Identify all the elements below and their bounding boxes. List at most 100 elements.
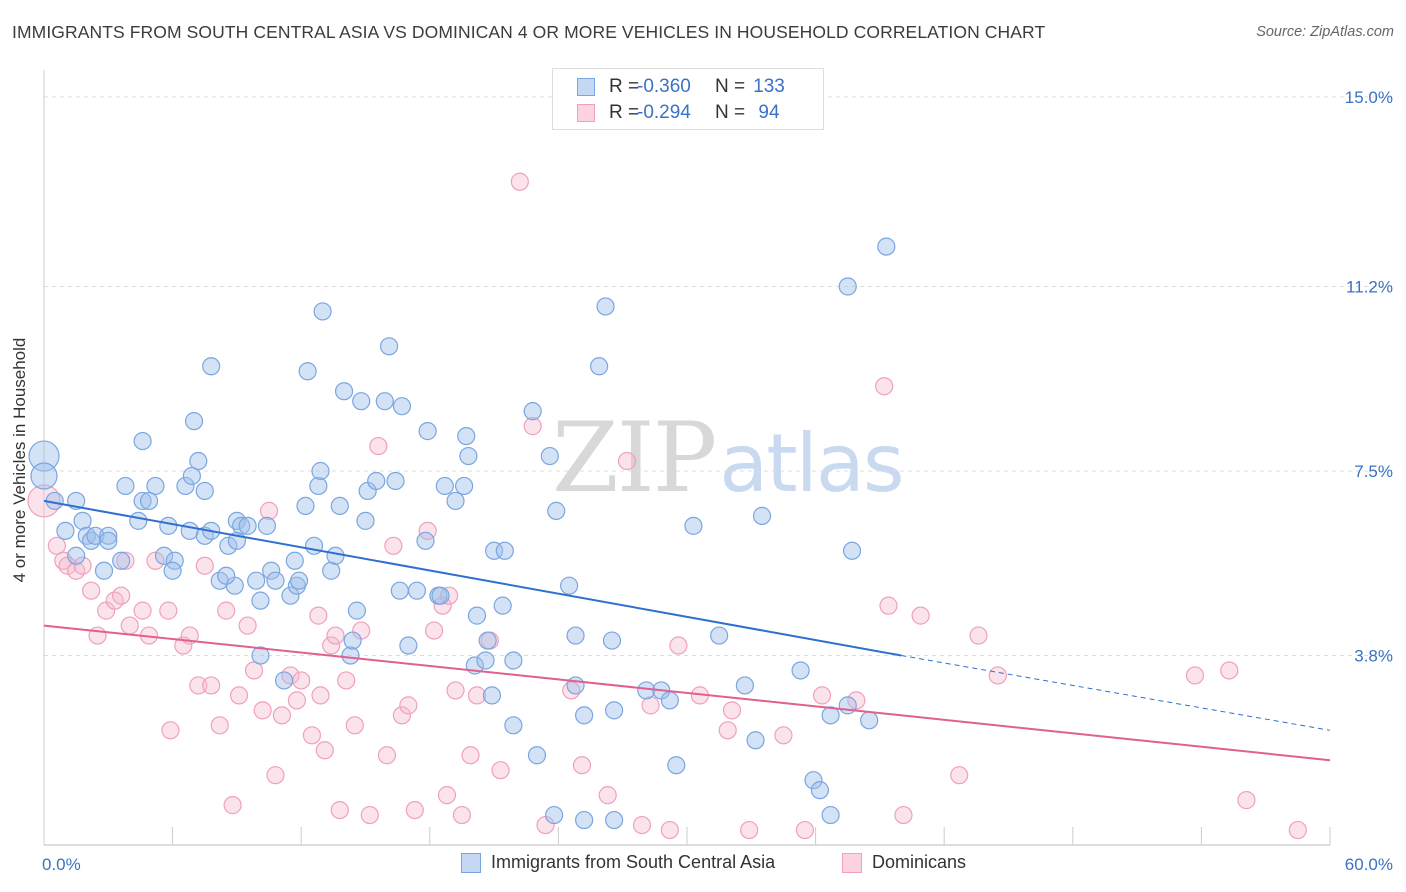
data-point-dominicans	[1185, 666, 1205, 685]
data-point-south-central-asia	[566, 626, 585, 645]
data-point-south-central-asia	[566, 676, 585, 695]
data-point-south-central-asia	[821, 805, 840, 825]
data-point-dominicans	[369, 436, 388, 456]
data-point-south-central-asia	[180, 521, 199, 540]
data-point-dominicans	[120, 616, 139, 635]
data-point-dominicans	[950, 766, 969, 785]
data-point-south-central-asia	[262, 561, 281, 580]
data-point-south-central-asia	[605, 701, 624, 720]
data-point-south-central-asia	[133, 491, 152, 511]
data-point-dominicans	[360, 805, 379, 825]
data-point-south-central-asia	[189, 451, 208, 471]
legend-row-pink: R = -0.294 N = 94	[577, 101, 789, 125]
data-point-dominicans	[292, 671, 311, 690]
y-tick-label: 15.0%	[1345, 88, 1393, 107]
data-point-south-central-asia	[266, 571, 285, 590]
legend-swatch-blue	[577, 78, 595, 96]
data-point-dominicans	[322, 636, 341, 655]
watermark-atlas: atlas	[719, 417, 904, 510]
data-point-south-central-asia	[482, 686, 502, 705]
data-point-south-central-asia	[326, 546, 345, 565]
data-point-dominicans	[669, 636, 688, 655]
data-point-south-central-asia	[446, 491, 465, 511]
data-point-dominicans	[632, 815, 652, 835]
zipatlas-watermark: ZIPatlas	[552, 402, 905, 514]
data-point-south-central-asia	[418, 422, 437, 441]
data-point-south-central-asia	[251, 646, 270, 665]
data-point-south-central-asia	[219, 536, 238, 555]
data-point-south-central-asia	[379, 337, 399, 356]
data-point-south-central-asia	[116, 476, 135, 496]
data-point-south-central-asia	[274, 671, 294, 690]
data-point-dominicans	[461, 746, 480, 765]
data-point-dominicans	[617, 451, 637, 471]
data-point-dominicans	[467, 686, 487, 705]
legend-n-label: N =	[715, 102, 746, 123]
data-point-south-central-asia	[341, 646, 360, 665]
data-point-dominicans	[217, 601, 236, 620]
data-point-south-central-asia	[752, 506, 772, 525]
legend-swatch-pink	[842, 852, 862, 873]
data-point-south-central-asia	[684, 516, 703, 535]
legend-item-dominicans: Dominicans	[842, 852, 966, 873]
data-point-south-central-asia	[67, 546, 86, 565]
data-point-dominicans	[572, 756, 592, 775]
data-point-dominicans	[392, 706, 412, 725]
data-point-south-central-asia	[660, 691, 679, 710]
data-point-dominicans	[437, 786, 457, 805]
data-point-dominicans	[159, 601, 178, 620]
data-point-south-central-asia	[311, 461, 330, 481]
data-point-dominicans	[244, 661, 264, 680]
legend-n-value: 133	[753, 76, 785, 97]
data-point-south-central-asia	[298, 362, 317, 381]
data-point-south-central-asia	[407, 581, 427, 600]
data-point-dominicans	[969, 626, 988, 645]
data-point-south-central-asia	[352, 392, 371, 411]
data-point-south-central-asia	[478, 631, 497, 650]
chart-title: IMMIGRANTS FROM SOUTH CENTRAL ASIA VS DO…	[12, 22, 1046, 42]
data-point-south-central-asia	[309, 476, 328, 496]
data-point-dominicans	[238, 616, 257, 635]
data-point-south-central-asia	[596, 297, 615, 316]
data-point-dominicans	[161, 721, 180, 740]
data-point-south-central-asia	[281, 586, 300, 605]
data-point-south-central-asia	[334, 382, 354, 401]
data-point-south-central-asia	[285, 551, 304, 570]
data-point-dominicans	[879, 596, 898, 615]
data-point-south-central-asia	[605, 810, 624, 830]
data-point-dominicans	[774, 726, 793, 745]
data-point-south-central-asia	[154, 546, 174, 565]
data-point-south-central-asia	[390, 581, 409, 600]
data-point-dominicans	[287, 691, 307, 710]
data-point-south-central-asia	[821, 706, 840, 725]
data-point-dominicans	[210, 716, 229, 735]
legend-n-label: N =	[715, 76, 746, 97]
data-point-dominicans	[330, 800, 349, 820]
data-point-dominicans	[399, 696, 418, 715]
data-point-south-central-asia	[667, 756, 686, 775]
data-point-dominicans	[202, 676, 221, 695]
data-point-south-central-asia	[791, 661, 810, 680]
data-point-south-central-asia	[184, 412, 204, 431]
data-point-south-central-asia	[545, 805, 564, 825]
data-point-south-central-asia	[367, 471, 386, 491]
data-point-south-central-asia	[540, 446, 559, 466]
data-point-dominicans	[253, 701, 272, 720]
trend-line-extension-south-central-asia	[901, 655, 1331, 731]
data-point-south-central-asia	[30, 462, 58, 490]
data-point-dominicans	[47, 536, 66, 555]
data-point-south-central-asia	[313, 302, 332, 321]
data-point-south-central-asia	[56, 521, 75, 540]
data-point-dominicans	[384, 536, 403, 555]
y-axis-label: 4 or more Vehicles in Household	[10, 337, 29, 583]
data-point-dominicans	[133, 601, 152, 620]
data-point-south-central-asia	[202, 357, 221, 376]
data-point-dominicans	[337, 671, 356, 690]
x-tick-label: 60.0%	[1345, 855, 1393, 874]
data-point-south-central-asia	[73, 511, 92, 530]
data-point-south-central-asia	[322, 561, 341, 580]
data-point-south-central-asia	[163, 561, 182, 580]
data-point-south-central-asia	[392, 397, 412, 416]
y-tick-label: 3.8%	[1354, 647, 1393, 666]
